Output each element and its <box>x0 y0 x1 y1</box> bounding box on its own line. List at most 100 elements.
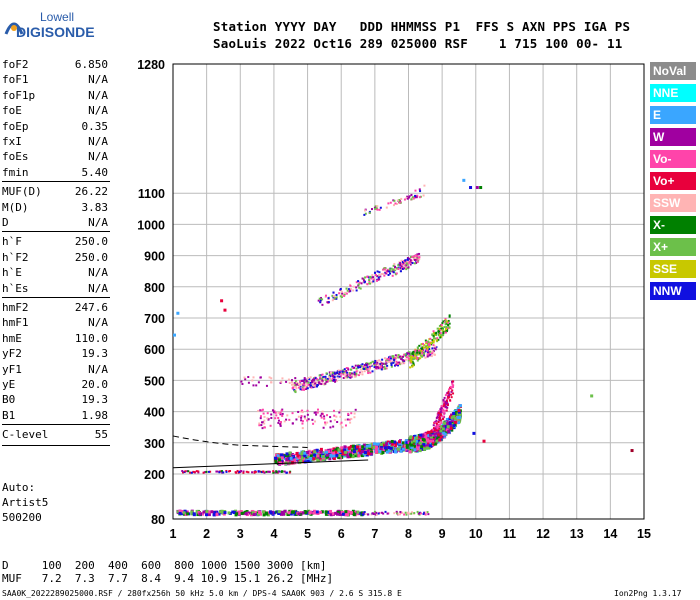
echo-point <box>408 447 412 451</box>
echo-point <box>431 352 434 355</box>
echo-point <box>392 355 395 358</box>
echo-point <box>432 336 435 339</box>
echo-point <box>442 415 445 418</box>
echo-point <box>389 446 393 450</box>
echo-point <box>389 441 393 445</box>
echo-point <box>423 344 426 347</box>
echo-point <box>259 415 262 418</box>
echo-point <box>416 257 419 260</box>
echo-point <box>440 415 443 418</box>
echo-point <box>439 336 442 339</box>
echo-point <box>448 315 451 318</box>
echo-point <box>352 285 355 288</box>
echo-point <box>373 361 376 364</box>
echo-point <box>299 459 303 463</box>
echo-point <box>293 390 296 393</box>
echo-point <box>314 411 317 414</box>
echo-point <box>402 263 405 266</box>
echo-point <box>332 447 336 451</box>
echo-point <box>405 196 408 199</box>
echo-point <box>318 457 322 461</box>
echo-point <box>312 511 316 515</box>
echo-point <box>309 381 312 384</box>
echo-point <box>335 293 338 296</box>
echo-point <box>444 430 448 434</box>
echo-point <box>405 259 408 262</box>
echo-point <box>444 394 447 397</box>
echo-point <box>374 359 377 362</box>
echo-point <box>352 289 355 292</box>
echo-point <box>312 379 315 382</box>
muf-value-row: MUF 7.2 7.3 7.7 8.4 9.4 10.9 15.1 26.2 [… <box>2 572 334 585</box>
echo-point <box>319 447 323 451</box>
echo-point <box>366 283 369 286</box>
echo-point <box>377 366 380 369</box>
echo-point <box>333 374 336 377</box>
echo-point <box>346 371 349 374</box>
echo-point <box>277 510 281 514</box>
echo-point <box>337 455 341 459</box>
echo-point <box>425 441 429 445</box>
param-key: foE <box>2 104 22 118</box>
param-value: N/A <box>88 281 108 295</box>
echo-point <box>418 352 421 355</box>
echo-point <box>280 409 283 412</box>
echo-point <box>259 409 262 412</box>
echo-point <box>433 429 436 432</box>
x-tick-label: 4 <box>270 527 277 541</box>
echo-point <box>205 513 209 517</box>
echo-point <box>355 289 358 292</box>
echo-point <box>384 362 387 365</box>
echo-point <box>319 450 323 454</box>
echo-point <box>405 266 408 269</box>
echo-point <box>235 471 238 474</box>
echo-point <box>334 448 338 452</box>
echo-point <box>407 266 410 269</box>
param-key: M(D) <box>2 200 29 214</box>
echo-point <box>266 513 270 517</box>
echo-point <box>301 420 304 423</box>
echo-point <box>424 435 428 439</box>
echo-point <box>343 294 346 297</box>
echo-point <box>263 415 266 418</box>
echo-point <box>422 353 425 356</box>
echo-point <box>398 440 402 444</box>
echo-point <box>387 356 390 359</box>
echo-point <box>374 205 377 208</box>
echo-point <box>322 383 325 386</box>
echo-point <box>426 353 429 356</box>
echo-point <box>313 450 317 454</box>
param-separator <box>2 297 110 298</box>
echo-point <box>403 198 406 201</box>
echo-point <box>295 381 298 384</box>
echo-point <box>382 368 385 371</box>
echo-point <box>390 439 394 443</box>
echo-point <box>385 271 388 274</box>
echo-point <box>311 379 314 382</box>
echo-point <box>363 213 366 216</box>
echo-point <box>337 376 340 379</box>
echo-point <box>215 513 219 517</box>
echo-point <box>403 359 406 362</box>
echo-point <box>195 509 199 513</box>
echo-point <box>359 366 362 369</box>
echo-point <box>247 511 251 515</box>
echo-point <box>374 274 377 277</box>
echo-point <box>444 331 447 334</box>
echo-point <box>384 271 387 274</box>
echo-point <box>323 451 327 455</box>
echo-point <box>251 511 255 515</box>
param-value: N/A <box>88 73 108 87</box>
echo-point <box>299 383 302 386</box>
echo-point <box>311 378 314 381</box>
echo-point <box>423 352 426 355</box>
echo-point <box>286 414 289 417</box>
echo-point <box>378 278 381 281</box>
echo-point <box>321 410 324 413</box>
echo-point <box>400 265 403 268</box>
echo-point <box>376 208 379 211</box>
echo-point <box>412 362 415 365</box>
echo-point <box>279 413 282 416</box>
echo-point <box>335 296 338 299</box>
echo-point <box>426 511 429 514</box>
